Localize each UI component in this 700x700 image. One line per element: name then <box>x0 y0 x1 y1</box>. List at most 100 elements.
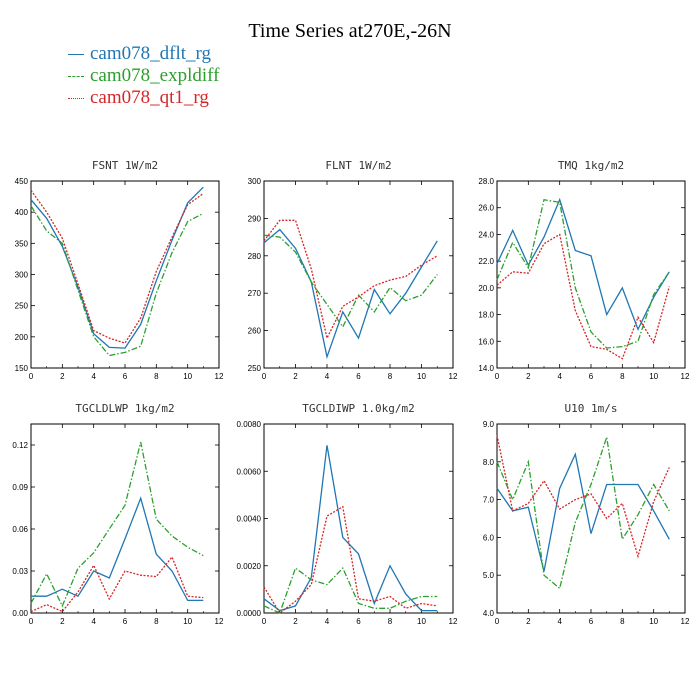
plot-frame <box>263 423 454 614</box>
chart-title: TGCLDIWP 1.0kg/m2 <box>302 402 415 415</box>
y-tick-label: 0.00 <box>12 609 28 618</box>
series-line-cam078_qt1_rg <box>263 505 438 614</box>
y-tick-label: 0.12 <box>12 441 28 450</box>
series-line-cam078_dflt_rg <box>263 445 438 612</box>
plot-frame <box>30 180 220 369</box>
legend-item-1: cam078_dflt_rg <box>68 43 219 65</box>
x-tick-label: 4 <box>325 617 330 626</box>
y-tick-label: 16.0 <box>478 337 494 346</box>
legend-swatch-2 <box>68 75 84 77</box>
x-tick-label: 12 <box>215 372 224 381</box>
series-line-cam078_expldiff <box>263 234 438 329</box>
x-tick-label: 10 <box>417 372 426 381</box>
chart-title: FSNT 1W/m2 <box>92 159 158 172</box>
legend-swatch-1 <box>68 53 84 55</box>
x-tick-label: 6 <box>589 372 594 381</box>
chart-panel-3: TMQ 1kg/m2 0 2 4 6 8 10 12 14.0 16.0 18.0 20.0 22.0 2… <box>478 159 690 381</box>
legend-label-3: cam078_qt1_rg <box>90 87 209 108</box>
y-tick-label: 450 <box>15 177 29 186</box>
x-tick-label: 8 <box>620 372 625 381</box>
series-line-cam078_dflt_rg <box>31 496 204 602</box>
x-tick-label: 6 <box>356 617 361 626</box>
y-tick-label: 22.0 <box>478 257 494 266</box>
x-tick-label: 6 <box>123 372 128 381</box>
chart-title: TGCLDLWP 1kg/m2 <box>75 402 174 415</box>
x-tick-label: 0 <box>495 372 500 381</box>
x-tick-label: 4 <box>557 372 562 381</box>
x-tick-label: 4 <box>91 617 96 626</box>
x-tick-label: 0 <box>495 617 500 626</box>
y-tick-label: 0.09 <box>12 483 28 492</box>
y-tick-label: 18.0 <box>478 311 494 320</box>
y-tick-label: 9.0 <box>483 420 495 429</box>
x-tick-label: 12 <box>681 372 690 381</box>
legend: cam078_dflt_rg cam078_expldiff cam078_qt… <box>68 43 219 109</box>
x-tick-label: 8 <box>154 617 159 626</box>
y-tick-label: 0.0080 <box>237 420 262 429</box>
legend-label-2: cam078_expldiff <box>90 65 220 86</box>
legend-item-3: cam078_qt1_rg <box>68 87 219 109</box>
plot-frame <box>496 423 686 614</box>
legend-label-1: cam078_dflt_rg <box>90 43 212 64</box>
x-tick-label: 0 <box>262 372 267 381</box>
chart-panel-6: U10 1m/s 0 2 4 6 8 10 12 4.0 5.0 6.0 7.0 8.0 9.0 <box>483 402 690 626</box>
series-line-cam078_qt1_rg <box>496 233 670 360</box>
series-line-cam078_dflt_rg <box>30 186 204 349</box>
y-tick-label: 7.0 <box>483 496 495 505</box>
y-tick-label: 250 <box>15 302 29 311</box>
x-tick-label: 0 <box>29 617 34 626</box>
x-tick-label: 4 <box>557 617 562 626</box>
series-line-cam078_expldiff <box>30 442 204 608</box>
x-tick-label: 2 <box>293 372 298 381</box>
series-line-cam078_dflt_rg <box>496 452 670 572</box>
y-tick-label: 0.03 <box>12 567 28 576</box>
legend-item-2: cam078_expldiff <box>68 65 219 87</box>
y-tick-label: 14.0 <box>478 364 494 373</box>
y-tick-label: 6.0 <box>483 533 495 542</box>
x-tick-label: 12 <box>449 372 458 381</box>
series-line-cam078_expldiff <box>496 436 670 590</box>
y-tick-label: 300 <box>248 177 262 186</box>
chart-title: TMQ 1kg/m2 <box>558 159 624 172</box>
x-tick-label: 8 <box>154 372 159 381</box>
x-tick-label: 2 <box>526 617 531 626</box>
x-tick-label: 2 <box>60 617 65 626</box>
y-tick-label: 350 <box>15 239 29 248</box>
y-tick-label: 5.0 <box>483 571 495 580</box>
x-tick-label: 2 <box>60 372 65 381</box>
x-tick-label: 10 <box>649 372 658 381</box>
series-line-cam078_expldiff <box>263 566 438 614</box>
chart-title: FLNT 1W/m2 <box>325 159 391 172</box>
y-tick-label: 270 <box>248 289 262 298</box>
series-line-cam078_dflt_rg <box>496 197 670 331</box>
x-tick-label: 0 <box>29 372 34 381</box>
y-tick-label: 24.0 <box>478 230 494 239</box>
x-tick-label: 6 <box>123 617 128 626</box>
y-tick-label: 0.0060 <box>237 467 262 476</box>
y-tick-label: 300 <box>15 271 29 280</box>
y-tick-label: 400 <box>15 208 29 217</box>
y-tick-label: 28.0 <box>478 177 494 186</box>
y-tick-label: 200 <box>15 333 29 342</box>
x-tick-label: 8 <box>388 372 393 381</box>
x-tick-label: 2 <box>293 617 298 626</box>
series-line-cam078_qt1_rg <box>30 555 204 613</box>
chart-panel-2: FLNT 1W/m2 0 2 4 6 8 10 12 250 260 270 280 290 300 <box>248 159 458 381</box>
x-tick-label: 10 <box>649 617 658 626</box>
y-tick-label: 8.0 <box>483 458 495 467</box>
x-tick-label: 4 <box>91 372 96 381</box>
chart-panel-1: FSNT 1W/m2 0 2 4 6 8 10 12 150 200 250 300 350 400 450 <box>15 159 224 381</box>
x-tick-label: 6 <box>589 617 594 626</box>
x-tick-label: 10 <box>183 617 192 626</box>
x-tick-label: 12 <box>449 617 458 626</box>
x-tick-label: 12 <box>681 617 690 626</box>
legend-swatch-3 <box>68 97 84 99</box>
series-line-cam078_dflt_rg <box>263 228 438 360</box>
y-tick-label: 0.0040 <box>237 515 262 524</box>
y-tick-label: 250 <box>248 364 262 373</box>
chart-panel-4: TGCLDLWP 1kg/m2 0 2 4 6 8 10 12 0.00 0.03 0.06 0.09… <box>12 402 224 626</box>
figure-title: Time Series at270E,-26N <box>248 20 452 42</box>
y-tick-label: 280 <box>248 252 262 261</box>
